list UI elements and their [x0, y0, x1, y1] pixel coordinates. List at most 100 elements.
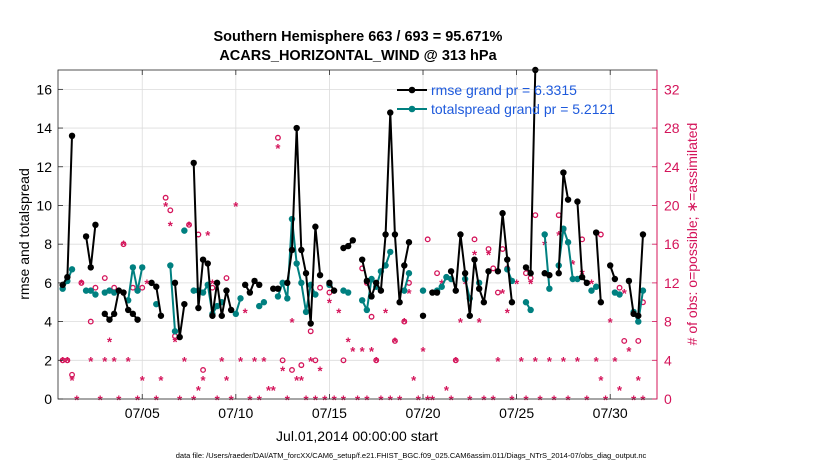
- obs-assimilated-marker: *: [519, 354, 525, 369]
- obs-assimilated-marker: *: [191, 393, 197, 408]
- obs-assimilated-marker: *: [378, 393, 384, 408]
- grid: [58, 70, 657, 400]
- rmse-marker: [607, 262, 614, 269]
- spread-marker: [358, 297, 366, 304]
- rmse-marker: [396, 299, 403, 306]
- legend-spread-label: totalspread grand pr = 5.2121: [431, 101, 615, 117]
- obs-assimilated-marker: *: [631, 393, 637, 408]
- obs-assimilated-marker: *: [177, 393, 183, 408]
- rmse-marker: [475, 285, 483, 292]
- x-axis-label: Jul.01,2014 00:00:00 start: [276, 428, 438, 444]
- rmse-marker: [293, 124, 300, 132]
- rmse-marker: [597, 299, 605, 306]
- y-axis-left-label: rmse and totalspread: [16, 168, 32, 300]
- obs-assimilated-marker: *: [266, 383, 272, 398]
- obs-assimilated-marker: *: [397, 393, 403, 408]
- rmse-marker: [330, 287, 338, 294]
- rmse-marker: [527, 270, 534, 277]
- obs-assimilated-marker: *: [360, 344, 366, 359]
- obs-assimilated-marker: *: [275, 141, 281, 156]
- rmse-marker: [391, 231, 399, 238]
- rmse-marker: [153, 283, 160, 290]
- obs-possible-marker: [616, 284, 623, 291]
- rmse-marker: [522, 264, 530, 271]
- spread-marker: [82, 287, 90, 294]
- obs-assimilated-marker: *: [355, 393, 361, 408]
- obs-assimilated-marker: *: [140, 373, 146, 388]
- rmse-marker: [106, 316, 113, 323]
- y-left-tick-label: 10: [36, 197, 52, 213]
- rmse-marker: [68, 132, 76, 139]
- rmse-marker: [181, 300, 188, 308]
- obs-possible-marker: [162, 194, 169, 201]
- obs-assimilated-marker: *: [374, 354, 380, 369]
- obs-assimilated-marker: *: [636, 373, 642, 388]
- obs-assimilated-marker: *: [60, 354, 66, 369]
- obs-assimilated-marker: *: [88, 354, 94, 369]
- spread-marker: [87, 287, 94, 294]
- obs-assimilated-marker: *: [505, 305, 511, 320]
- obs-possible-marker: [434, 270, 441, 277]
- obs-possible-marker: [279, 357, 286, 364]
- obs-assimilated-marker: *: [500, 286, 506, 301]
- obs-assimilated-marker: *: [626, 344, 632, 359]
- obs-possible-marker: [471, 236, 478, 243]
- obs-assimilated-marker: *: [453, 354, 459, 369]
- rmse-marker: [101, 310, 108, 318]
- obs-assimilated-marker: *: [201, 373, 207, 388]
- rmse-marker: [274, 285, 282, 292]
- obs-possible-marker: [490, 265, 497, 272]
- obs-assimilated-marker: *: [336, 305, 342, 320]
- obs-assimilated-marker: *: [158, 373, 164, 388]
- spread-marker: [387, 248, 394, 256]
- obs-possible-marker: [317, 284, 324, 291]
- rmse-marker: [227, 306, 235, 314]
- obs-possible-marker: [64, 357, 71, 364]
- rmse-marker: [639, 231, 647, 238]
- spread-marker: [274, 293, 282, 300]
- spread-marker: [312, 291, 319, 298]
- rmse-marker: [64, 273, 71, 281]
- obs-assimilated-marker: *: [570, 257, 576, 272]
- spread-marker: [522, 299, 530, 306]
- obs-assimilated-marker: *: [332, 393, 338, 408]
- obs-assimilated-marker: *: [444, 383, 450, 398]
- spread-marker: [527, 306, 534, 314]
- rmse-marker: [452, 287, 459, 294]
- rmse-marker: [447, 268, 455, 275]
- rmse-marker: [92, 221, 99, 229]
- obs-assimilated-marker: *: [121, 238, 127, 253]
- rmse-marker: [564, 196, 572, 203]
- spread-marker: [199, 289, 207, 296]
- obs-assimilated-marker: *: [238, 354, 244, 369]
- spread-marker: [344, 289, 352, 296]
- obs-assimilated-marker: *: [261, 354, 267, 369]
- y-axis-right-label: # of obs: o=possible; ∗=assimilated: [684, 123, 700, 346]
- rmse-marker: [583, 279, 591, 287]
- spread-marker: [284, 295, 291, 302]
- rmse-marker: [457, 231, 464, 238]
- obs-assimilated-marker: *: [243, 305, 249, 320]
- rmse-marker: [546, 271, 553, 279]
- chart-title-line-1: Southern Hemisphere 663 / 693 = 95.671%: [214, 29, 503, 45]
- obs-possible-marker: [340, 357, 347, 364]
- rmse-marker: [312, 223, 319, 230]
- spread-marker: [232, 310, 240, 318]
- rmse-marker: [307, 320, 314, 327]
- rmse-marker: [246, 289, 254, 296]
- obs-assimilated-marker: *: [514, 276, 520, 291]
- obs-assimilated-marker: *: [425, 393, 431, 408]
- obs-assimilated-marker: *: [215, 393, 221, 408]
- obs-assimilated-marker: *: [472, 247, 478, 262]
- spread-marker: [588, 287, 595, 294]
- rmse-marker: [592, 229, 600, 236]
- rmse-marker: [199, 256, 207, 263]
- obs-assimilated-marker: *: [458, 315, 464, 330]
- spread-marker: [139, 264, 146, 271]
- obs-possible-marker: [200, 367, 207, 373]
- rmse-marker: [401, 262, 408, 269]
- obs-assimilated-marker: *: [467, 393, 473, 408]
- x-tick-label: 07/25: [499, 405, 534, 421]
- rmse-marker: [284, 279, 291, 287]
- obs-assimilated-marker: *: [341, 393, 347, 408]
